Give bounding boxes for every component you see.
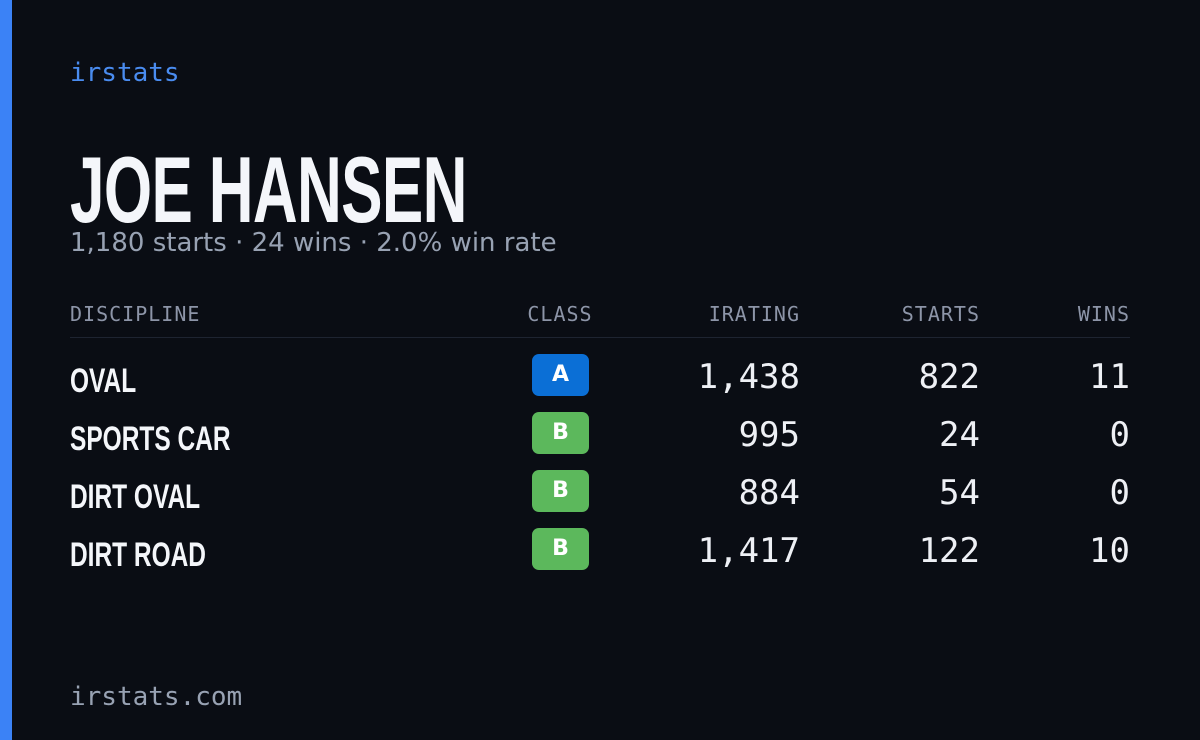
starts: 822: [918, 357, 980, 397]
irating: 884: [738, 473, 800, 513]
class-badge: B: [532, 528, 589, 570]
column-header: DISCIPLINE: [70, 302, 201, 326]
starts: 24: [939, 415, 980, 455]
starts: 122: [918, 531, 980, 571]
discipline: OVAL: [70, 362, 137, 400]
starts: 54: [939, 473, 980, 513]
accent-strip: [0, 0, 12, 740]
header-rule: [70, 337, 1130, 338]
irating: 1,438: [697, 357, 800, 397]
wins: 0: [1109, 415, 1130, 455]
column-header: STARTS: [901, 302, 980, 326]
column-header: WINS: [1077, 302, 1130, 326]
column-header: IRATING: [708, 302, 800, 326]
wins: 10: [1089, 531, 1130, 571]
driver-name: JOE HANSEN: [70, 137, 467, 242]
footer: irstats.com: [70, 682, 243, 712]
wins: 11: [1089, 357, 1130, 397]
driver-summary: 1,180 starts · 24 wins · 2.0% win rate: [70, 228, 557, 258]
wins: 0: [1109, 473, 1130, 513]
discipline: DIRT ROAD: [70, 536, 207, 574]
column-header: CLASS: [527, 302, 593, 326]
irating: 995: [738, 415, 800, 455]
discipline: DIRT OVAL: [70, 478, 201, 516]
class-badge: B: [532, 412, 589, 454]
class-badge: A: [532, 354, 589, 396]
class-badge: B: [532, 470, 589, 512]
discipline: SPORTS CAR: [70, 420, 231, 458]
irating: 1,417: [697, 531, 800, 571]
brand: irstats: [70, 58, 180, 88]
